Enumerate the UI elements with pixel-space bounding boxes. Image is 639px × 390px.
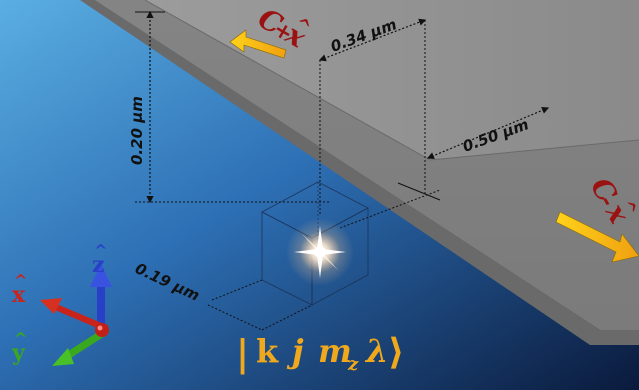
quantum-state-label: | k j m z λ ⟩ bbox=[236, 331, 404, 375]
waveguide-shade bbox=[95, 0, 639, 330]
dim-guide-7 bbox=[261, 304, 313, 331]
ket-close: ⟩ bbox=[388, 331, 404, 373]
dim-line-width-right bbox=[426, 106, 550, 160]
emitter-glow bbox=[286, 218, 354, 286]
z-axis-label: z bbox=[92, 252, 105, 278]
coordinate-axes: z ^ x ^ y ^ bbox=[11, 241, 112, 366]
x-axis-hat: ^ bbox=[14, 271, 27, 290]
ket-bra-bar: | bbox=[236, 333, 249, 375]
x-axis-head bbox=[40, 298, 62, 314]
axes-origin-highlight bbox=[97, 325, 103, 331]
ket-k: k bbox=[256, 332, 279, 370]
z-axis-head bbox=[90, 264, 112, 287]
waveguide-edge-1 bbox=[144, 0, 431, 161]
c-plus-arrow bbox=[229, 29, 287, 59]
x-axis-label: x bbox=[12, 282, 26, 308]
x-axis-shaft bbox=[50, 302, 104, 330]
y-axis-label: y bbox=[11, 340, 26, 366]
dim-guide-6 bbox=[207, 304, 263, 331]
y-axis-head bbox=[52, 348, 74, 366]
c-minus-arrow bbox=[555, 211, 639, 263]
z-axis-hat: ^ bbox=[94, 241, 107, 260]
dim-line-width-top bbox=[318, 18, 427, 62]
dim-guide-3 bbox=[339, 189, 441, 229]
waveguide-bottom-edge bbox=[80, 0, 639, 345]
dim-guide-5 bbox=[211, 279, 263, 301]
z-axis-shaft bbox=[97, 285, 105, 331]
axes-origin bbox=[95, 323, 109, 337]
y-axis-shaft bbox=[62, 330, 105, 361]
ket-lambda: λ bbox=[364, 332, 388, 370]
y-axis-hat: ^ bbox=[14, 329, 27, 348]
dim-height-label: 0.20 µm bbox=[128, 96, 146, 165]
ket-m: m bbox=[318, 332, 352, 370]
dim-guide-4 bbox=[397, 182, 441, 201]
ket-m-subscript: z bbox=[347, 354, 359, 375]
